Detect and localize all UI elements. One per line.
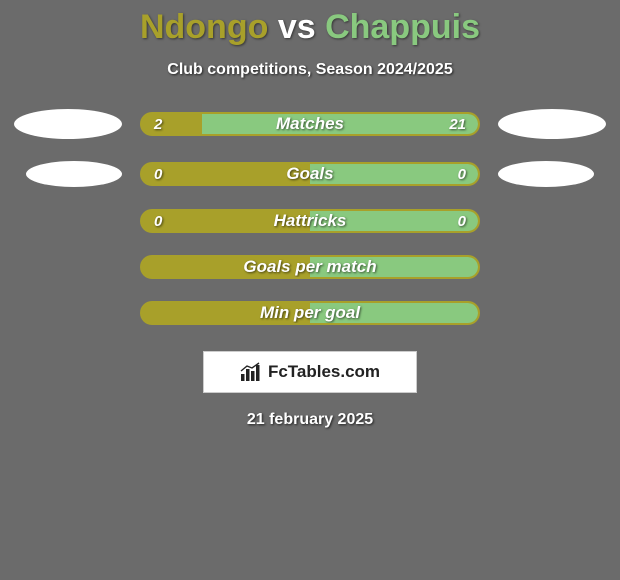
stat-value-player1: 2 — [154, 116, 162, 133]
stat-value-player2: 0 — [458, 213, 466, 230]
player2-avatar — [498, 161, 594, 187]
stat-bar: 0 0 Goals — [140, 162, 480, 186]
subtitle: Club competitions, Season 2024/2025 — [167, 61, 452, 79]
bar-fill-player1 — [142, 164, 310, 184]
stat-bar: Goals per match — [140, 255, 480, 279]
stat-bar: 0 0 Hattricks — [140, 209, 480, 233]
stat-label: Hattricks — [274, 211, 347, 231]
comparison-row: 0 0 Hattricks — [14, 209, 606, 233]
stat-value-player1: 0 — [154, 213, 162, 230]
logo-text: FcTables.com — [268, 362, 380, 382]
title-player1: Ndongo — [140, 8, 268, 46]
date-text: 21 february 2025 — [247, 411, 373, 429]
comparison-bars: 2 21 Matches 0 0 Goals 0 0 Hattricks Goals per ma… — [14, 109, 606, 347]
bar-chart-icon — [240, 362, 262, 382]
comparison-row: 2 21 Matches — [14, 109, 606, 139]
stat-value-player1: 0 — [154, 166, 162, 183]
stat-value-player2: 0 — [458, 166, 466, 183]
page-title: Ndongo vs Chappuis — [140, 8, 480, 47]
stat-label: Min per goal — [260, 303, 360, 323]
title-vs: vs — [278, 8, 316, 46]
stat-label: Goals — [286, 164, 333, 184]
comparison-row: Min per goal — [14, 301, 606, 325]
bar-fill-player2 — [310, 164, 478, 184]
bar-fill-player1 — [142, 114, 202, 134]
stat-label: Goals per match — [243, 257, 376, 277]
comparison-row: 0 0 Goals — [14, 161, 606, 187]
stat-value-player2: 21 — [449, 116, 466, 133]
logo-box[interactable]: FcTables.com — [203, 351, 417, 393]
player1-avatar — [14, 109, 122, 139]
title-player2: Chappuis — [325, 8, 480, 46]
stat-bar: 2 21 Matches — [140, 112, 480, 136]
comparison-row: Goals per match — [14, 255, 606, 279]
stat-label: Matches — [276, 114, 344, 134]
player1-avatar — [26, 161, 122, 187]
player2-avatar — [498, 109, 606, 139]
stat-bar: Min per goal — [140, 301, 480, 325]
